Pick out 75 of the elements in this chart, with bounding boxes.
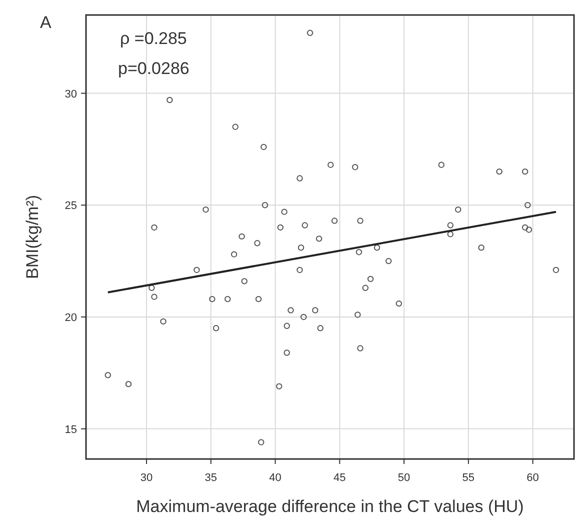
point — [151, 224, 158, 231]
annotation: p=0.0286 — [118, 59, 190, 78]
y-tick-label: 30 — [64, 88, 77, 100]
x-axis-title: Maximum-average difference in the CT values (HU) — [136, 497, 524, 516]
point — [302, 222, 308, 228]
point — [522, 224, 528, 231]
point — [352, 164, 358, 170]
point — [260, 144, 267, 150]
point — [284, 322, 290, 330]
point — [312, 307, 318, 314]
point — [522, 168, 528, 175]
point — [447, 222, 454, 228]
point — [262, 202, 268, 208]
point — [296, 175, 303, 182]
point — [148, 284, 155, 291]
point — [438, 162, 444, 168]
point — [212, 325, 220, 332]
point — [362, 284, 369, 291]
point — [166, 96, 173, 104]
x-tick-label: 60 — [526, 472, 539, 484]
point — [356, 249, 362, 256]
point — [254, 240, 260, 246]
point — [284, 350, 290, 356]
point — [316, 236, 322, 242]
point — [354, 312, 361, 318]
point — [224, 296, 231, 302]
x-tick-label: 55 — [462, 472, 475, 484]
y-tick-label: 25 — [64, 200, 77, 212]
point — [296, 266, 303, 274]
point — [209, 296, 216, 302]
point — [298, 244, 304, 251]
point — [202, 206, 209, 213]
point — [455, 206, 462, 213]
point — [300, 314, 307, 320]
x-tick-label: 35 — [204, 472, 218, 484]
point — [526, 226, 532, 233]
y-tick-label: 15 — [64, 424, 77, 436]
point — [288, 307, 294, 314]
point — [447, 231, 454, 238]
point — [328, 162, 334, 168]
point — [331, 218, 338, 224]
point — [104, 372, 111, 378]
point — [396, 300, 402, 307]
point — [317, 325, 324, 332]
point — [194, 266, 200, 274]
point — [230, 251, 238, 258]
point — [524, 202, 531, 208]
point — [238, 233, 245, 240]
y-axis-title: BMI(kg/m²) — [23, 194, 42, 280]
point — [478, 244, 484, 251]
point — [496, 168, 502, 175]
point — [374, 244, 380, 251]
annotation: ρ =0.285 — [120, 29, 187, 48]
point — [367, 276, 374, 282]
x-tick-label: 40 — [269, 472, 282, 484]
point — [255, 296, 262, 302]
y-tick-label: 20 — [64, 312, 77, 324]
point — [357, 218, 364, 224]
point — [232, 124, 238, 130]
point — [276, 383, 282, 390]
point — [281, 208, 288, 215]
point — [125, 380, 132, 388]
point — [151, 294, 158, 300]
x-tick-label: 50 — [398, 472, 410, 484]
text: A — [40, 13, 52, 32]
point — [552, 266, 560, 274]
point — [277, 224, 284, 231]
point — [357, 345, 364, 352]
point — [241, 278, 248, 284]
point — [160, 318, 166, 325]
x-tick-label: 45 — [334, 472, 346, 484]
x-tick-label: 30 — [140, 472, 153, 484]
point — [306, 30, 314, 36]
point — [385, 258, 392, 264]
point — [258, 439, 264, 446]
